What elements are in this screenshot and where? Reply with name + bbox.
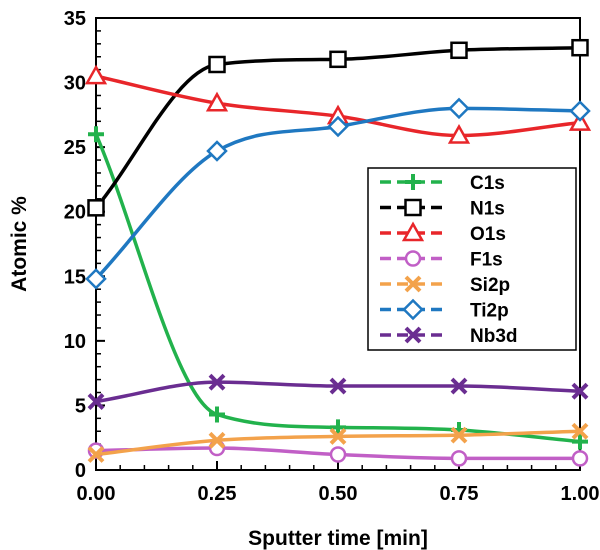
series-c1s [88,126,588,450]
data-point [571,450,589,467]
data-point [450,426,468,444]
series-layer [84,38,592,467]
series-si2p [87,422,589,463]
series-nb3d [87,373,589,410]
series-n1s [87,38,589,217]
data-point [569,100,591,122]
legend-label: Ti2p [470,301,509,322]
data-point [209,406,225,423]
data-point [88,126,104,143]
x-tick-label: 0.50 [319,483,358,505]
legend-marker [405,174,421,190]
data-point [84,64,108,85]
data-point [450,41,468,60]
data-point [330,419,346,436]
series-ti2p [85,97,591,290]
data-point [205,91,229,112]
legend-item-nb3d: Nb3d [380,326,518,347]
data-point [87,199,105,217]
legend-label: Nb3d [470,326,518,347]
data-point [87,393,105,410]
y-tick-label: 30 [64,73,86,95]
y-tick-label: 15 [64,266,86,288]
legend-marker [404,250,422,267]
data-point [206,140,228,162]
y-tick-label: 20 [64,202,86,224]
y-axis-title: Atomic % [8,196,31,292]
data-point [327,115,349,138]
axis-ticks: 0 5 10 15 20 25 30 35 0.00 0.25 0.50 0.75 1.00 [64,8,600,505]
legend-item-n1s: N1s [380,199,505,220]
legend-item-o1s: O1s [380,221,506,245]
data-point [571,422,589,440]
y-tick-label: 10 [64,331,86,353]
x-tick-label: 1.00 [561,483,600,505]
y-tick-label: 35 [64,8,86,30]
data-point [329,446,347,463]
legend-item-ti2p: Ti2p [380,298,509,322]
data-point [572,433,588,450]
legend: C1s N1s O1s F1s Si2p Ti2p Nb3d [367,167,577,351]
legend-marker [401,221,425,242]
series-line [94,132,582,444]
data-point [208,431,226,449]
legend-label: Si2p [470,275,510,296]
legend-marker [402,298,424,321]
data-point [329,50,347,69]
legend-label: N1s [470,199,505,220]
data-point [571,382,589,400]
data-point [87,446,105,463]
y-tick-label: 5 [75,395,86,417]
x-tick-label: 0.00 [77,483,116,505]
legend-item-f1s: F1s [380,250,503,271]
data-point [450,377,468,395]
y-tick-label: 25 [64,137,86,159]
data-point [571,38,589,57]
data-point [329,428,347,445]
data-point [450,450,468,467]
data-point [329,377,347,395]
data-point [208,373,226,391]
legend-label: F1s [470,250,503,271]
legend-label: O1s [470,224,506,245]
data-point [208,55,226,74]
legend-marker [404,275,422,293]
data-point [85,268,107,290]
legend-marker [404,326,422,344]
x-axis-title: Sputter time [min] [248,527,428,550]
legend-item-si2p: Si2p [380,275,510,296]
x-tick-label: 0.75 [440,483,479,505]
x-tick-label: 0.25 [198,483,237,505]
data-point [447,123,471,144]
legend-marker [404,198,422,217]
y-tick-label: 0 [75,460,86,482]
legend-label: C1s [470,173,505,194]
legend-item-c1s: C1s [380,173,505,194]
data-point [448,97,470,120]
series-f1s [87,439,589,467]
